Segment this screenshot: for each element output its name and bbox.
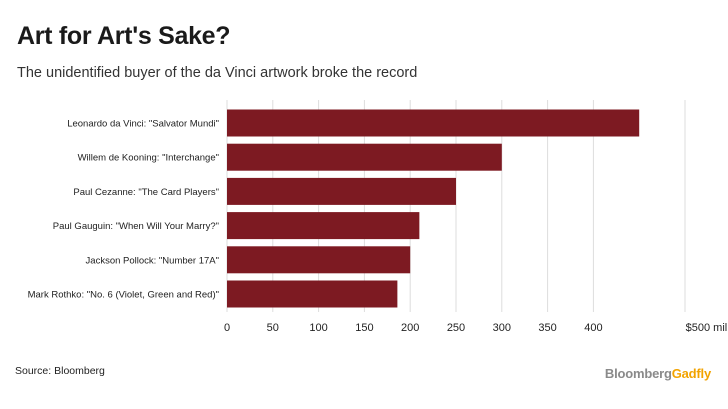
x-tick-label: 250 [447,322,465,334]
category-label: Paul Gauguin: "When Will Your Marry?" [53,221,219,232]
category-labels: Leonardo da Vinci: "Salvator Mundi" Wille… [28,119,219,301]
bar [227,109,640,137]
x-tick-label: 400 [584,322,602,334]
category-label: Jackson Pollock: "Number 17A" [86,255,219,266]
chart-subtitle: The unidentified buyer of the da Vinci a… [17,65,418,81]
bar [227,177,456,205]
bar [227,143,502,171]
x-tick-label: 0 [224,322,230,334]
source-note: Source: Bloomberg [15,365,105,377]
bar [227,280,398,308]
x-tick-label: 150 [355,322,373,334]
x-tick-label: 200 [401,322,419,334]
x-tick-label: 50 [267,322,279,334]
x-tick-labels: 0 50 100 150 200 250 300 350 400 $500 million [224,322,728,334]
category-label: Leonardo da Vinci: "Salvator Mundi" [67,119,219,130]
x-tick-label: $500 million [686,322,728,334]
chart-title: Art for Art's Sake? [17,22,231,50]
brand-logo: BloombergGadfly [605,366,711,381]
x-tick-label: 300 [493,322,511,334]
brand-logo-part2: Gadfly [671,366,711,381]
category-label: Willem de Kooning: "Interchange" [78,153,219,164]
bar [227,212,420,240]
category-label: Mark Rothko: "No. 6 (Violet, Green and R… [28,290,219,301]
category-label: Paul Cezanne: "The Card Players" [73,187,219,198]
bar [227,246,411,274]
bars [227,109,640,308]
x-tick-label: 100 [309,322,327,334]
x-tick-label: 350 [538,322,556,334]
brand-logo-part1: Bloomberg [604,366,672,381]
